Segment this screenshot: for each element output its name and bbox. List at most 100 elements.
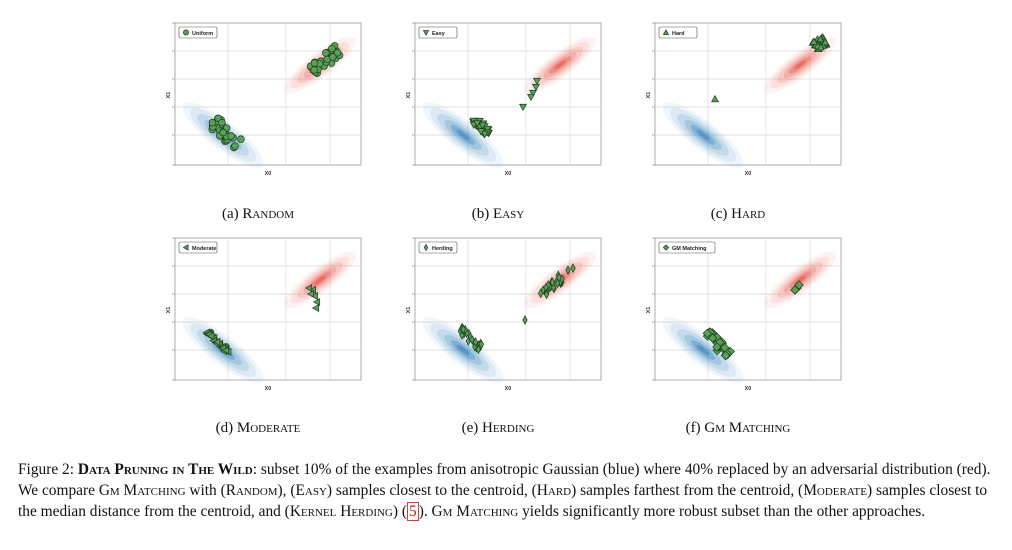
data-point-marker <box>712 342 722 352</box>
subcaption-f: (f) Gm Matching <box>618 420 858 437</box>
caption-text: ) ( <box>392 503 407 520</box>
x-axis-label: X0 <box>505 171 512 177</box>
legend-box <box>418 241 458 254</box>
data-point-marker <box>478 339 484 350</box>
data-point-marker <box>570 263 576 273</box>
data-point-marker <box>329 53 337 61</box>
subcaption-b: (b) Easy <box>378 206 618 223</box>
data-point-marker <box>527 93 535 102</box>
data-point-marker <box>473 120 482 128</box>
panel-f: GM Matching X0 X1 <box>645 230 845 395</box>
data-point-marker <box>333 48 342 57</box>
subcaption-name: Moderate <box>236 420 301 436</box>
scatter-plot-a: Uniform X0 X1 <box>166 22 362 177</box>
data-point-marker <box>469 334 475 345</box>
legend-label: Herding <box>432 246 453 252</box>
data-point-marker <box>662 244 670 251</box>
data-point-marker <box>529 89 537 98</box>
panel-d: Moderate X0 X1 <box>165 230 365 395</box>
caption-text: ), ( <box>277 482 296 499</box>
legend: GM Matching <box>658 241 716 254</box>
caption-text: : subset 10% of the examples from anisot… <box>18 461 991 499</box>
data-point-marker <box>480 130 489 139</box>
caption-text: ) samples closest to the median distance… <box>18 482 988 520</box>
panel-b: Easy X0 X1 <box>405 15 605 180</box>
scatter-plot-c: Hard X0 X1 <box>646 22 842 177</box>
caption-text: ). <box>418 503 432 520</box>
adversarial-distribution-density <box>524 36 596 94</box>
data-point-marker <box>208 118 217 127</box>
data-point-marker <box>304 284 313 292</box>
clean-distribution-density <box>422 102 504 168</box>
data-point-marker <box>182 244 189 251</box>
subcaption-label: (a) <box>222 206 243 222</box>
data-point-marker <box>711 94 719 103</box>
clean-distribution-density <box>662 317 744 383</box>
data-point-marker <box>545 280 551 290</box>
data-point-marker <box>472 337 479 347</box>
legend: Easy <box>418 26 458 39</box>
legend: Uniform <box>178 26 218 39</box>
data-point-marker <box>423 243 429 252</box>
subcaption-label: (e) <box>461 420 482 436</box>
data-point-marker <box>721 350 731 361</box>
citation-link[interactable]: 5 <box>407 502 419 521</box>
legend-label: GM Matching <box>672 246 707 252</box>
subcaption-name: Gm Matching <box>704 420 791 436</box>
data-point-marker <box>708 333 718 343</box>
scatter-plot-b: Easy X0 X1 <box>406 22 602 177</box>
data-point-marker <box>310 292 319 300</box>
scatter-plot-d: Moderate X0 X1 <box>166 237 362 392</box>
legend: Hard <box>658 26 698 39</box>
data-point-marker <box>460 324 466 335</box>
figure-title: Data Pruning in The Wild <box>77 461 253 478</box>
subcaption-name: Random <box>242 206 294 222</box>
panel-c: Hard X0 X1 <box>645 15 845 180</box>
data-point-marker <box>310 66 318 74</box>
data-point-marker <box>312 298 321 306</box>
data-point-marker <box>476 128 485 136</box>
method-random: Random <box>225 482 278 499</box>
data-point-marker <box>816 43 825 51</box>
data-point-marker <box>219 128 227 137</box>
caption-text: ) samples farthest from the centroid, ( <box>571 482 804 499</box>
data-point-marker <box>328 44 336 53</box>
data-point-marker <box>422 30 430 36</box>
figure-label: Figure 2: <box>18 461 78 478</box>
caption-text: with ( <box>185 482 226 499</box>
subcaption-name: Herding <box>482 420 535 436</box>
data-point-marker <box>556 272 562 283</box>
subcaption-label: (b) <box>471 206 494 222</box>
data-point-marker <box>720 342 730 353</box>
x-axis-label: X0 <box>745 386 752 392</box>
x-axis-label: X0 <box>265 171 272 177</box>
legend: Moderate <box>178 241 218 254</box>
method-hard: Hard <box>536 482 572 499</box>
x-axis-label: X0 <box>505 386 512 392</box>
subcaption-d: (d) Moderate <box>138 420 378 437</box>
data-point-marker <box>809 37 818 45</box>
data-point-marker <box>550 282 556 293</box>
data-point-marker <box>221 346 229 355</box>
clean-distribution-density <box>422 317 504 383</box>
data-point-marker <box>212 337 221 346</box>
method-gm-matching: Gm Matching <box>431 503 519 520</box>
data-point-marker <box>306 290 315 298</box>
method-kernel-herding: Kernel Herding <box>289 503 393 520</box>
y-axis-label: X1 <box>646 307 652 314</box>
data-point-marker <box>790 285 800 295</box>
x-axis-label: X0 <box>745 171 752 177</box>
data-point-marker <box>794 280 804 290</box>
y-axis-label: X1 <box>646 92 652 99</box>
adversarial-distribution-density <box>764 251 836 309</box>
data-point-marker <box>183 29 189 36</box>
y-axis-label: X1 <box>406 307 412 314</box>
data-point-marker <box>227 132 235 140</box>
data-point-marker <box>532 83 540 92</box>
method-easy: Easy <box>295 482 327 499</box>
subcaption-c: (c) Hard <box>618 206 858 223</box>
subcaption-e: (e) Herding <box>378 420 618 437</box>
data-point-marker <box>207 332 215 340</box>
data-point-marker <box>475 344 481 355</box>
subcaption-a: (a) Random <box>138 206 378 223</box>
